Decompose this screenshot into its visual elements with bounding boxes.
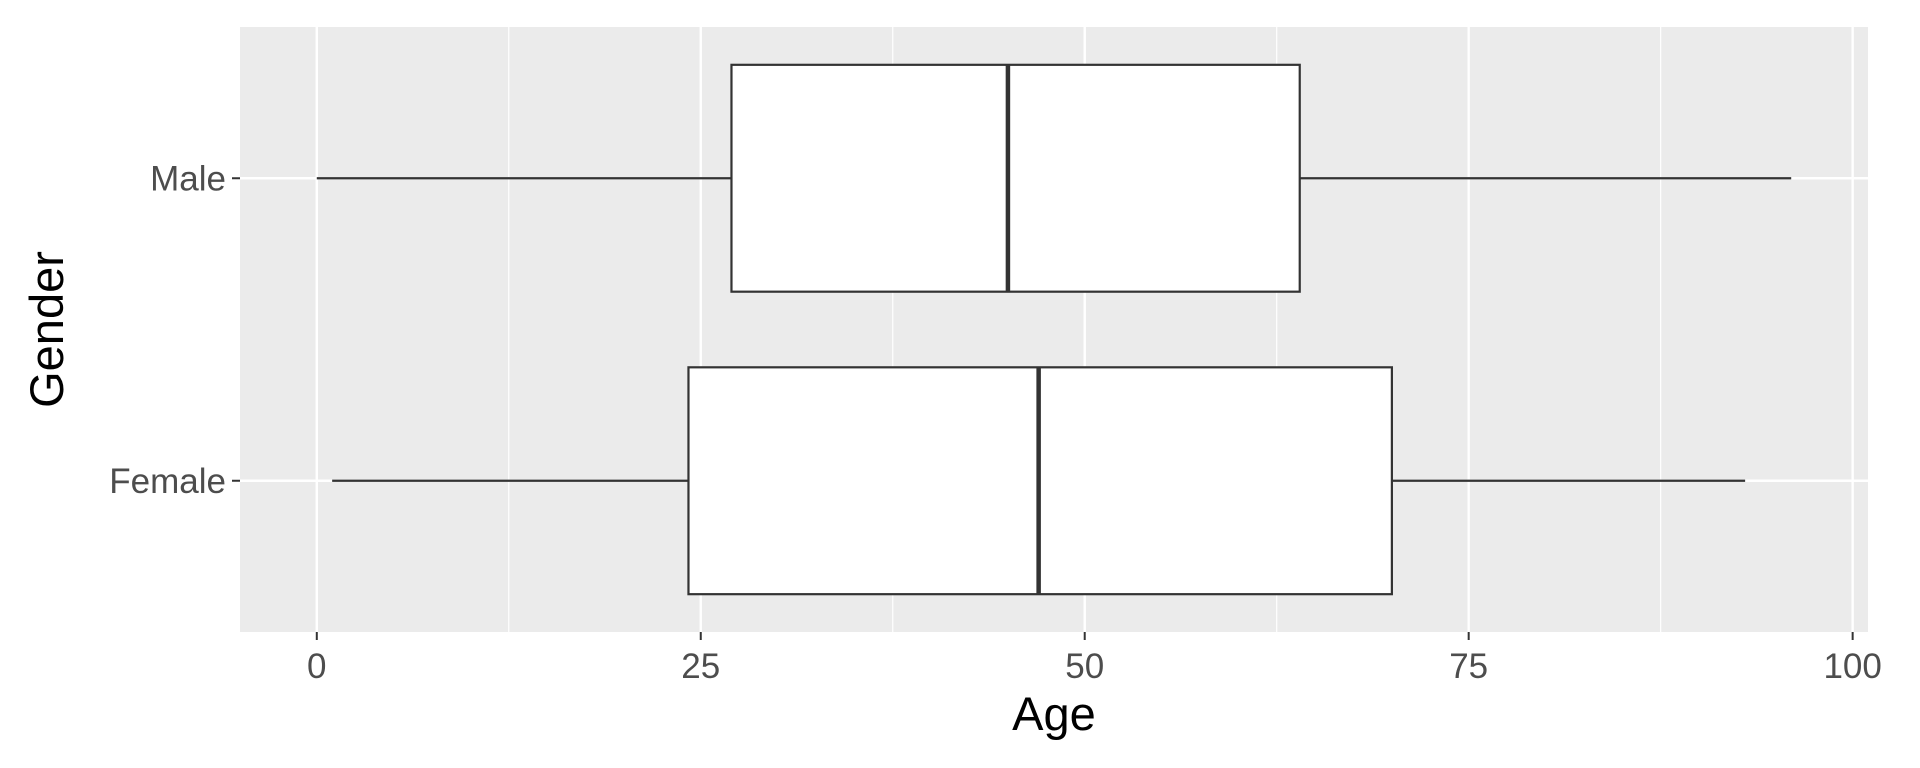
x-tick-label: 75 — [1449, 647, 1488, 686]
x-axis-title: Age — [1012, 687, 1096, 740]
box-female — [332, 366, 1746, 596]
x-tick-label: 100 — [1823, 647, 1881, 686]
y-tick-label: Female — [109, 462, 226, 501]
boxes — [316, 63, 1792, 596]
y-axis: Male Female — [109, 159, 240, 501]
x-tick-label: 0 — [307, 647, 326, 686]
x-tick-label: 50 — [1065, 647, 1104, 686]
y-tick-label: Male — [150, 159, 226, 198]
box-iqr — [730, 63, 1301, 293]
y-axis-title: Gender — [20, 251, 73, 408]
x-axis: 0 25 50 75 100 — [307, 632, 1882, 686]
x-tick-label: 25 — [681, 647, 720, 686]
box-male — [316, 63, 1792, 293]
